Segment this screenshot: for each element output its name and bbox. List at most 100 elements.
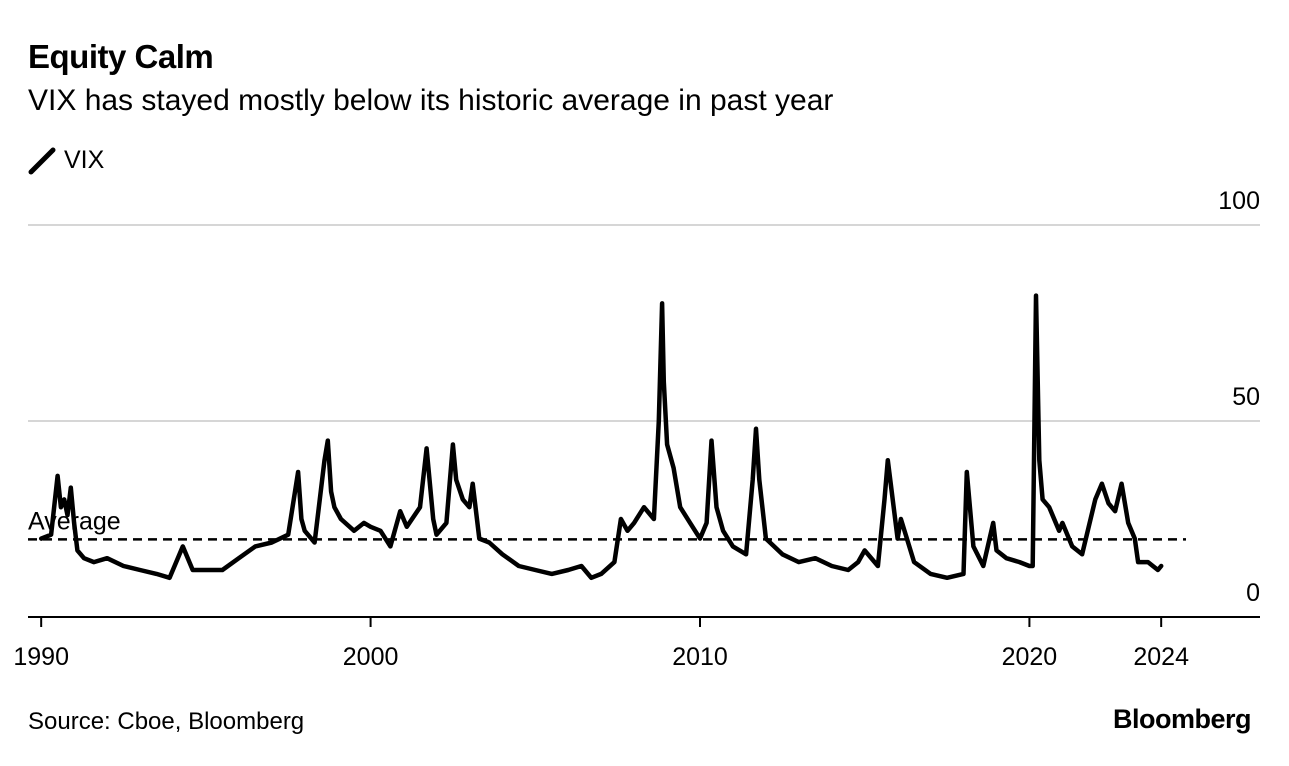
data-point: [303, 529, 306, 532]
data-point: [455, 478, 458, 481]
data-point: [580, 564, 583, 568]
data-point: [781, 553, 784, 556]
data-point: [369, 525, 372, 529]
data-point: [863, 549, 866, 552]
data-point: [399, 509, 402, 513]
data-point: [168, 576, 171, 579]
data-point: [478, 537, 481, 540]
x-tick-label-2000: 2000: [343, 643, 399, 671]
data-point: [715, 506, 718, 509]
data-point: [204, 568, 208, 572]
y-tick-label-0: 0: [1246, 579, 1260, 607]
line-swatch-icon: [28, 147, 56, 174]
data-point: [1041, 498, 1044, 501]
y-tick-label-100: 100: [1218, 187, 1260, 215]
data-point: [945, 576, 949, 579]
data-point: [300, 517, 303, 521]
data-point: [626, 529, 629, 532]
data-point: [237, 557, 241, 560]
data-point: [425, 447, 428, 450]
data-point: [567, 568, 570, 572]
data-point: [1100, 482, 1104, 485]
y-tick-label-50: 50: [1232, 383, 1260, 411]
data-point: [1107, 502, 1110, 505]
data-point: [181, 545, 185, 548]
data-point: [1120, 482, 1123, 485]
data-point: [899, 517, 903, 521]
data-point: [1057, 529, 1061, 532]
data-point: [705, 521, 708, 525]
data-point: [619, 517, 623, 521]
data-point: [1080, 553, 1084, 556]
data-point: [326, 439, 329, 442]
data-point: [754, 427, 758, 431]
data-point: [896, 537, 899, 540]
data-point: [105, 557, 109, 560]
data-point: [721, 529, 725, 532]
data-point: [72, 521, 76, 525]
legend-label-vix: VIX: [64, 146, 105, 174]
data-point: [982, 564, 985, 568]
data-point: [82, 557, 86, 560]
data-point: [76, 549, 79, 552]
data-point: [138, 568, 142, 572]
data-point: [389, 545, 392, 548]
data-point: [323, 459, 326, 462]
data-point: [313, 541, 316, 544]
series-line-vix: [38, 293, 1164, 581]
data-point: [534, 568, 537, 572]
legend: VIX: [28, 146, 104, 175]
data-point: [405, 525, 409, 529]
data-point: [1113, 509, 1117, 513]
data-point: [962, 572, 965, 576]
x-tick-label-2024: 2024: [1133, 643, 1189, 671]
data-point: [797, 560, 801, 564]
data-point: [517, 564, 521, 568]
data-point: [191, 568, 194, 572]
data-point: [59, 506, 63, 509]
data-point: [550, 572, 553, 576]
data-point: [886, 459, 889, 462]
x-tick-label-2020: 2020: [1002, 643, 1058, 671]
data-point: [49, 533, 53, 536]
data-point: [856, 560, 860, 564]
data-point: [1136, 560, 1140, 564]
data-point: [652, 517, 656, 521]
data-point: [632, 521, 636, 525]
data-point: [1028, 564, 1031, 568]
data-point: [662, 380, 665, 383]
data-point: [660, 302, 664, 305]
data-point: [599, 572, 603, 576]
data-point: [1018, 560, 1021, 564]
data-point: [1038, 459, 1041, 462]
data-point: [418, 506, 422, 509]
data-point: [1159, 564, 1163, 568]
x-tick-label-2010: 2010: [672, 643, 728, 671]
data-point: [847, 568, 850, 572]
data-point: [1146, 560, 1150, 564]
data-point: [744, 553, 748, 556]
data-point: [39, 537, 43, 540]
data-point: [445, 521, 448, 525]
data-point: [688, 521, 692, 525]
data-point: [642, 506, 646, 509]
data-point: [431, 517, 435, 521]
data-point: [972, 545, 975, 548]
data-point: [679, 506, 682, 509]
chart-title: Equity Calm: [28, 38, 214, 75]
data-point: [965, 470, 969, 474]
data-point: [1034, 294, 1038, 297]
data-point: [254, 545, 257, 548]
data-point: [1127, 521, 1130, 525]
data-point: [764, 537, 768, 540]
chart-subtitle: VIX has stayed mostly below its historic…: [28, 84, 834, 117]
data-point: [929, 572, 932, 576]
data-point: [613, 560, 616, 564]
data-point: [435, 533, 438, 536]
data-point: [758, 478, 761, 481]
data-point: [221, 568, 224, 572]
data-point: [698, 537, 702, 540]
bloomberg-logo: Bloomberg: [1112, 704, 1252, 734]
data-point: [665, 443, 669, 446]
